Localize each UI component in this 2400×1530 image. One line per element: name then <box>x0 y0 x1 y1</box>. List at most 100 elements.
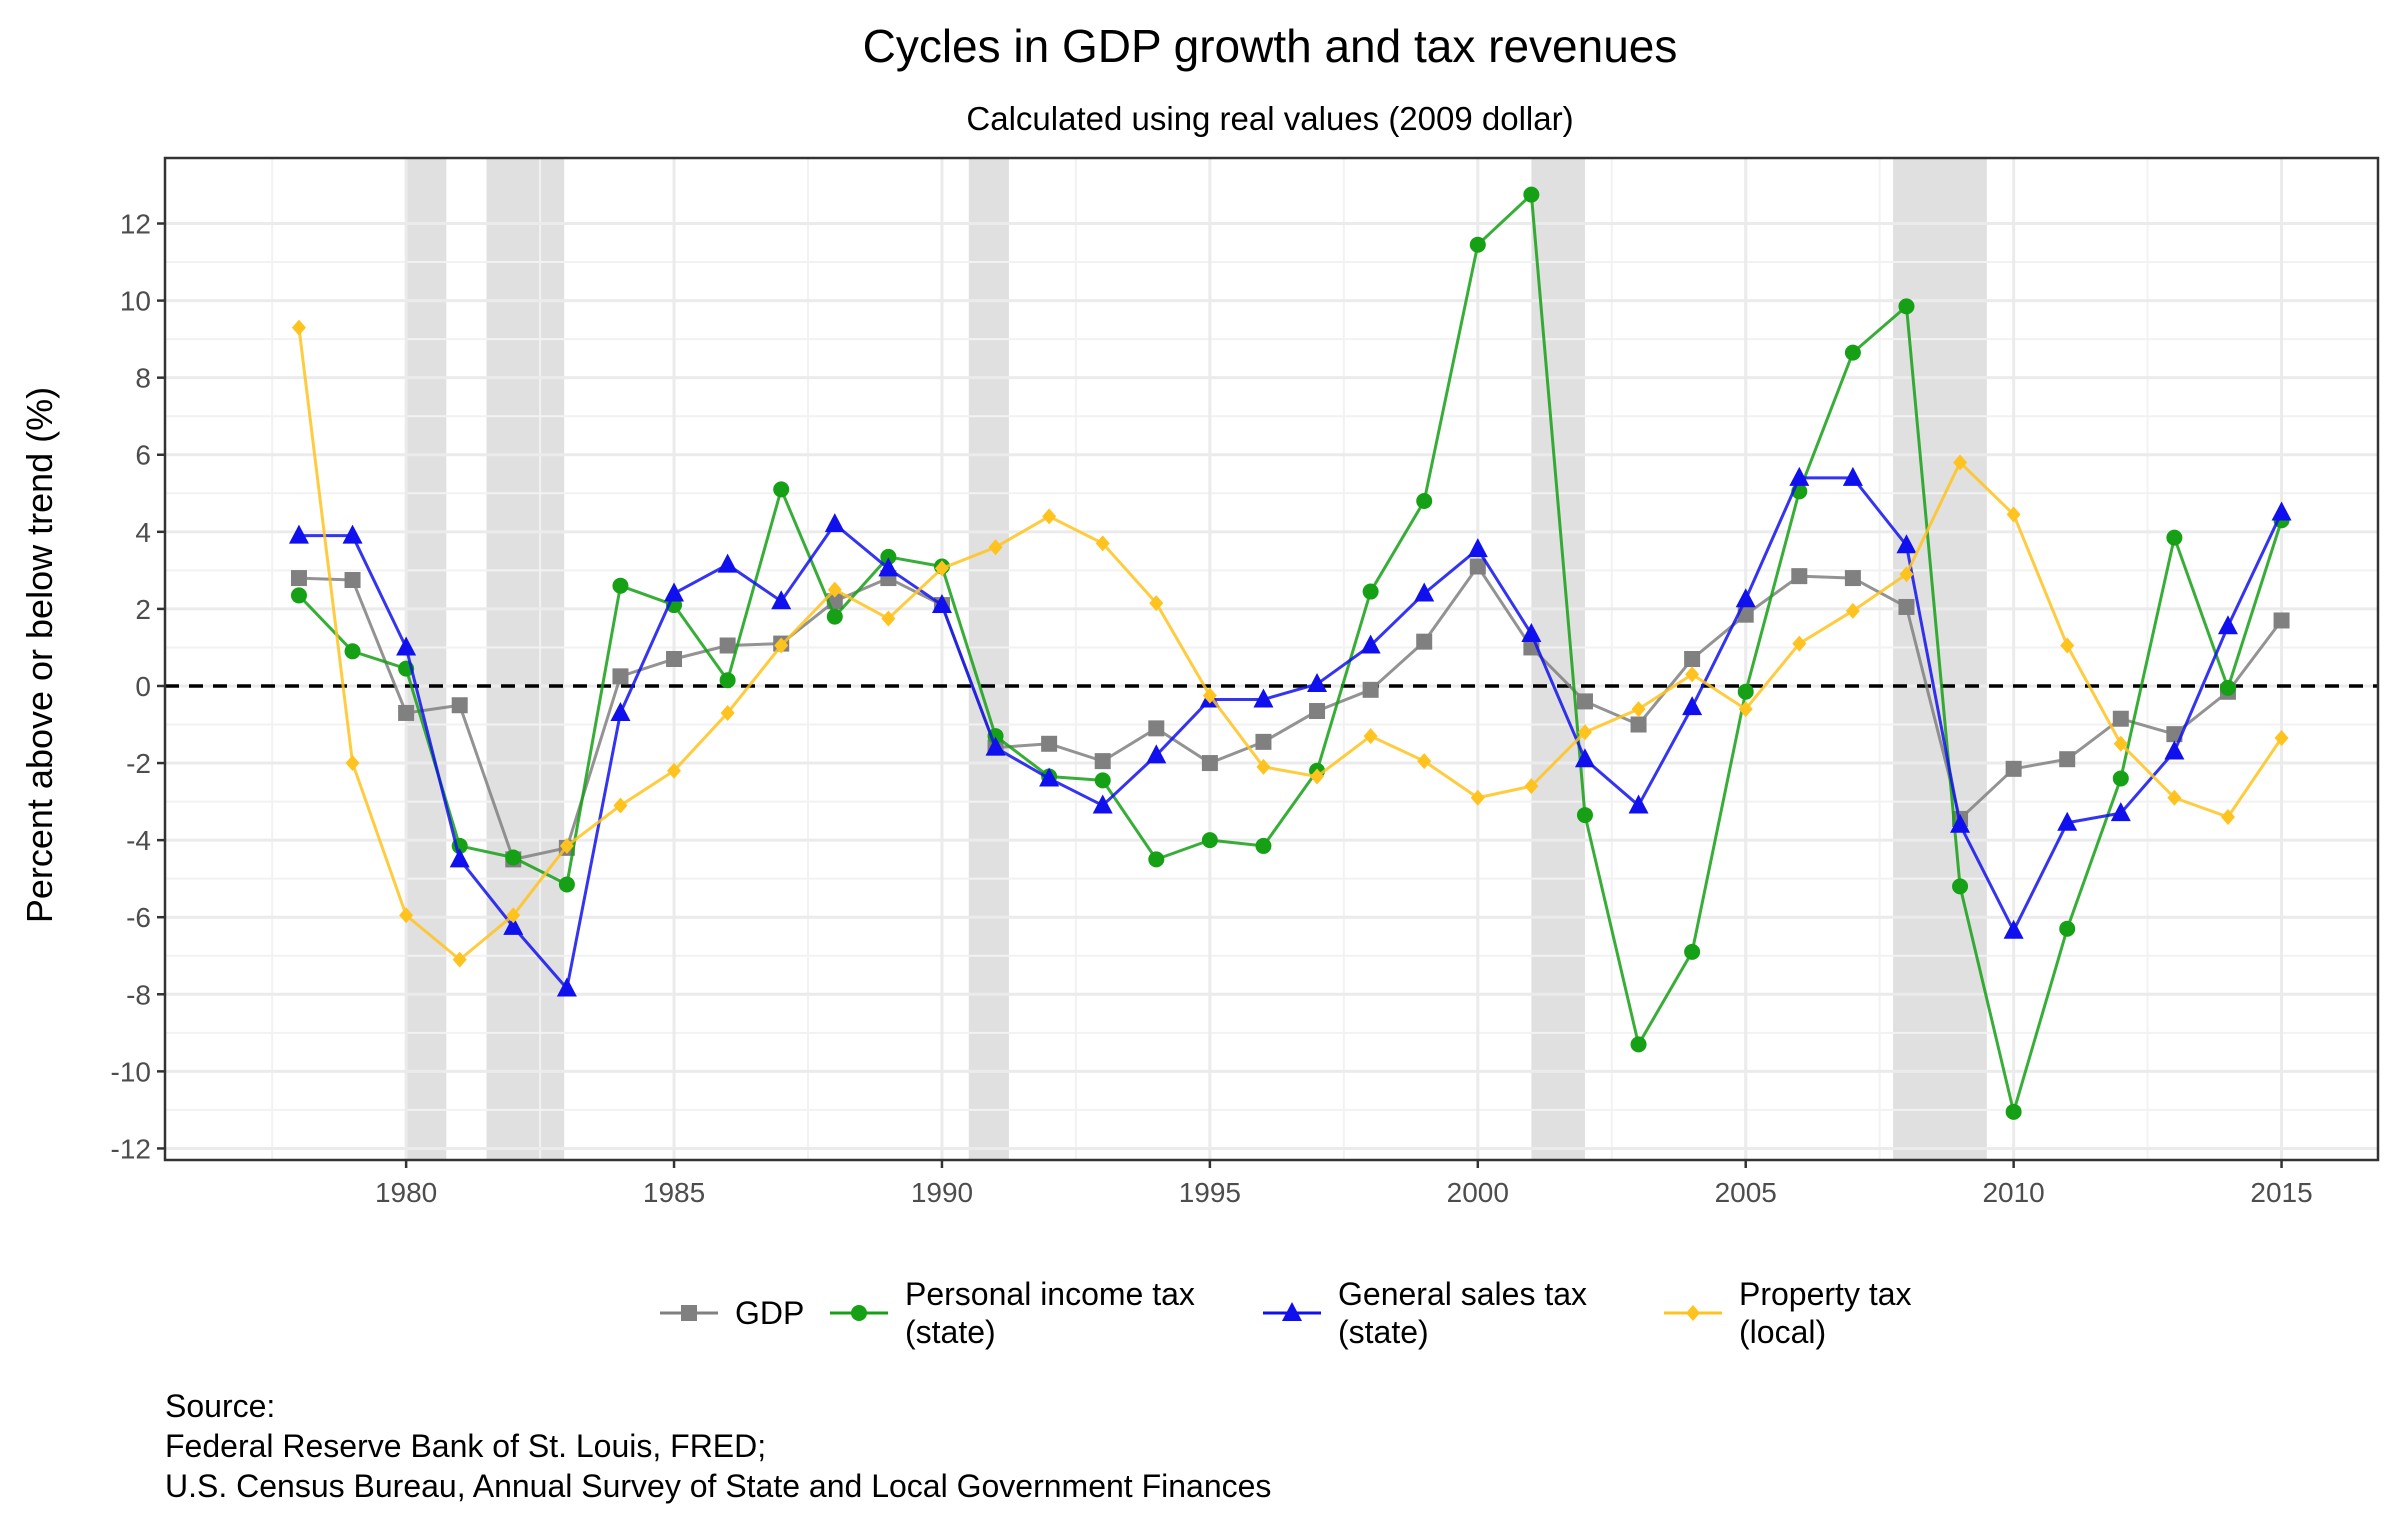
chart-subtitle: Calculated using real values (2009 dolla… <box>966 100 1573 137</box>
data-point <box>1896 534 1917 554</box>
data-point <box>771 590 792 610</box>
data-point <box>1630 1036 1647 1053</box>
data-point <box>1789 466 1810 486</box>
data-point <box>1469 236 1486 253</box>
data-point <box>342 524 363 544</box>
data-point <box>1844 570 1861 587</box>
data-point <box>931 594 952 614</box>
data-point <box>774 637 789 654</box>
y-tick-label: 6 <box>135 440 151 471</box>
y-tick-label: -4 <box>126 825 151 856</box>
data-point <box>1201 755 1218 772</box>
data-point <box>2112 710 2129 727</box>
data-point <box>505 849 522 866</box>
data-point <box>1845 602 1860 619</box>
data-point <box>1255 837 1272 854</box>
data-point <box>2112 770 2129 787</box>
data-point <box>717 553 738 573</box>
data-point <box>985 736 1006 756</box>
legend-key-marker <box>681 1305 697 1321</box>
legend-label: Personal income tax <box>905 1276 1195 1312</box>
data-point <box>613 797 628 814</box>
data-point <box>1363 728 1378 745</box>
data-point <box>1631 701 1646 718</box>
data-point <box>1310 768 1325 785</box>
data-point <box>1898 298 1915 315</box>
series-0 <box>290 558 2290 868</box>
data-point <box>396 636 417 656</box>
data-point <box>1792 635 1807 652</box>
data-point <box>2220 809 2235 826</box>
data-point <box>1417 753 1432 770</box>
data-point <box>344 643 361 660</box>
legend-key-marker <box>851 1305 867 1321</box>
data-point <box>2003 919 2024 939</box>
data-point <box>2273 612 2290 629</box>
data-point <box>2219 679 2236 696</box>
legend-item-1: Personal income tax(state) <box>830 1276 1195 1350</box>
series-1 <box>290 186 2290 1120</box>
series-2 <box>288 466 2292 997</box>
data-point <box>1953 454 1968 471</box>
data-point <box>1738 701 1753 718</box>
data-point <box>826 608 843 625</box>
data-point <box>2006 506 2021 523</box>
data-point <box>399 907 414 924</box>
data-point <box>1737 683 1754 700</box>
data-point <box>2059 751 2076 768</box>
data-point <box>2166 529 2183 546</box>
data-point <box>1735 588 1756 608</box>
data-point <box>451 697 468 714</box>
data-point <box>1149 595 1164 612</box>
x-tick-label: 1995 <box>1179 1177 1241 1208</box>
data-point <box>398 704 415 721</box>
data-point <box>2113 735 2128 752</box>
data-point <box>506 907 521 924</box>
data-point <box>559 837 574 854</box>
data-point <box>1577 724 1592 741</box>
legend-label: (state) <box>905 1314 996 1350</box>
data-point <box>1362 681 1379 698</box>
data-point <box>1521 622 1542 642</box>
data-point <box>1952 878 1969 895</box>
data-point <box>666 651 683 667</box>
data-point <box>290 570 307 587</box>
data-point <box>1416 492 1433 509</box>
data-point <box>1309 703 1326 720</box>
data-point <box>612 668 629 685</box>
y-axis-label: Percent above or below trend (%) <box>19 387 60 923</box>
data-point <box>2057 811 2078 831</box>
legend-key-marker <box>1686 1305 1700 1321</box>
legend-item-0: GDP <box>660 1295 804 1331</box>
data-point <box>773 481 790 498</box>
data-point <box>1524 778 1539 795</box>
recession-band <box>406 158 447 1160</box>
data-point <box>556 977 577 997</box>
y-tick-label: 4 <box>135 517 151 548</box>
legend-label: GDP <box>735 1295 804 1331</box>
y-tick-label: -10 <box>111 1056 151 1087</box>
data-point <box>1682 696 1703 716</box>
data-point <box>934 560 949 577</box>
data-point <box>2059 920 2076 937</box>
y-tick-label: 2 <box>135 594 151 625</box>
data-point <box>344 571 361 588</box>
data-point <box>1094 753 1111 770</box>
data-point <box>558 876 575 893</box>
plot-area: 1980 1985 1990 1995 2000 2005 2010 2015-12-10-8… <box>111 156 2380 1208</box>
data-point <box>2164 740 2185 760</box>
panel-border <box>163 156 2380 1162</box>
data-point <box>1576 807 1593 824</box>
legend-label: Property tax <box>1739 1276 1912 1312</box>
data-point <box>1416 633 1433 650</box>
data-point <box>1039 767 1060 787</box>
data-point <box>1414 582 1435 602</box>
data-point <box>503 915 524 935</box>
data-point <box>1898 598 1915 615</box>
y-tick-label: 0 <box>135 671 151 702</box>
data-point <box>1685 666 1700 683</box>
data-point <box>1630 716 1647 733</box>
legend-item-3: Property tax(local) <box>1664 1276 1912 1350</box>
data-point <box>1255 733 1272 750</box>
